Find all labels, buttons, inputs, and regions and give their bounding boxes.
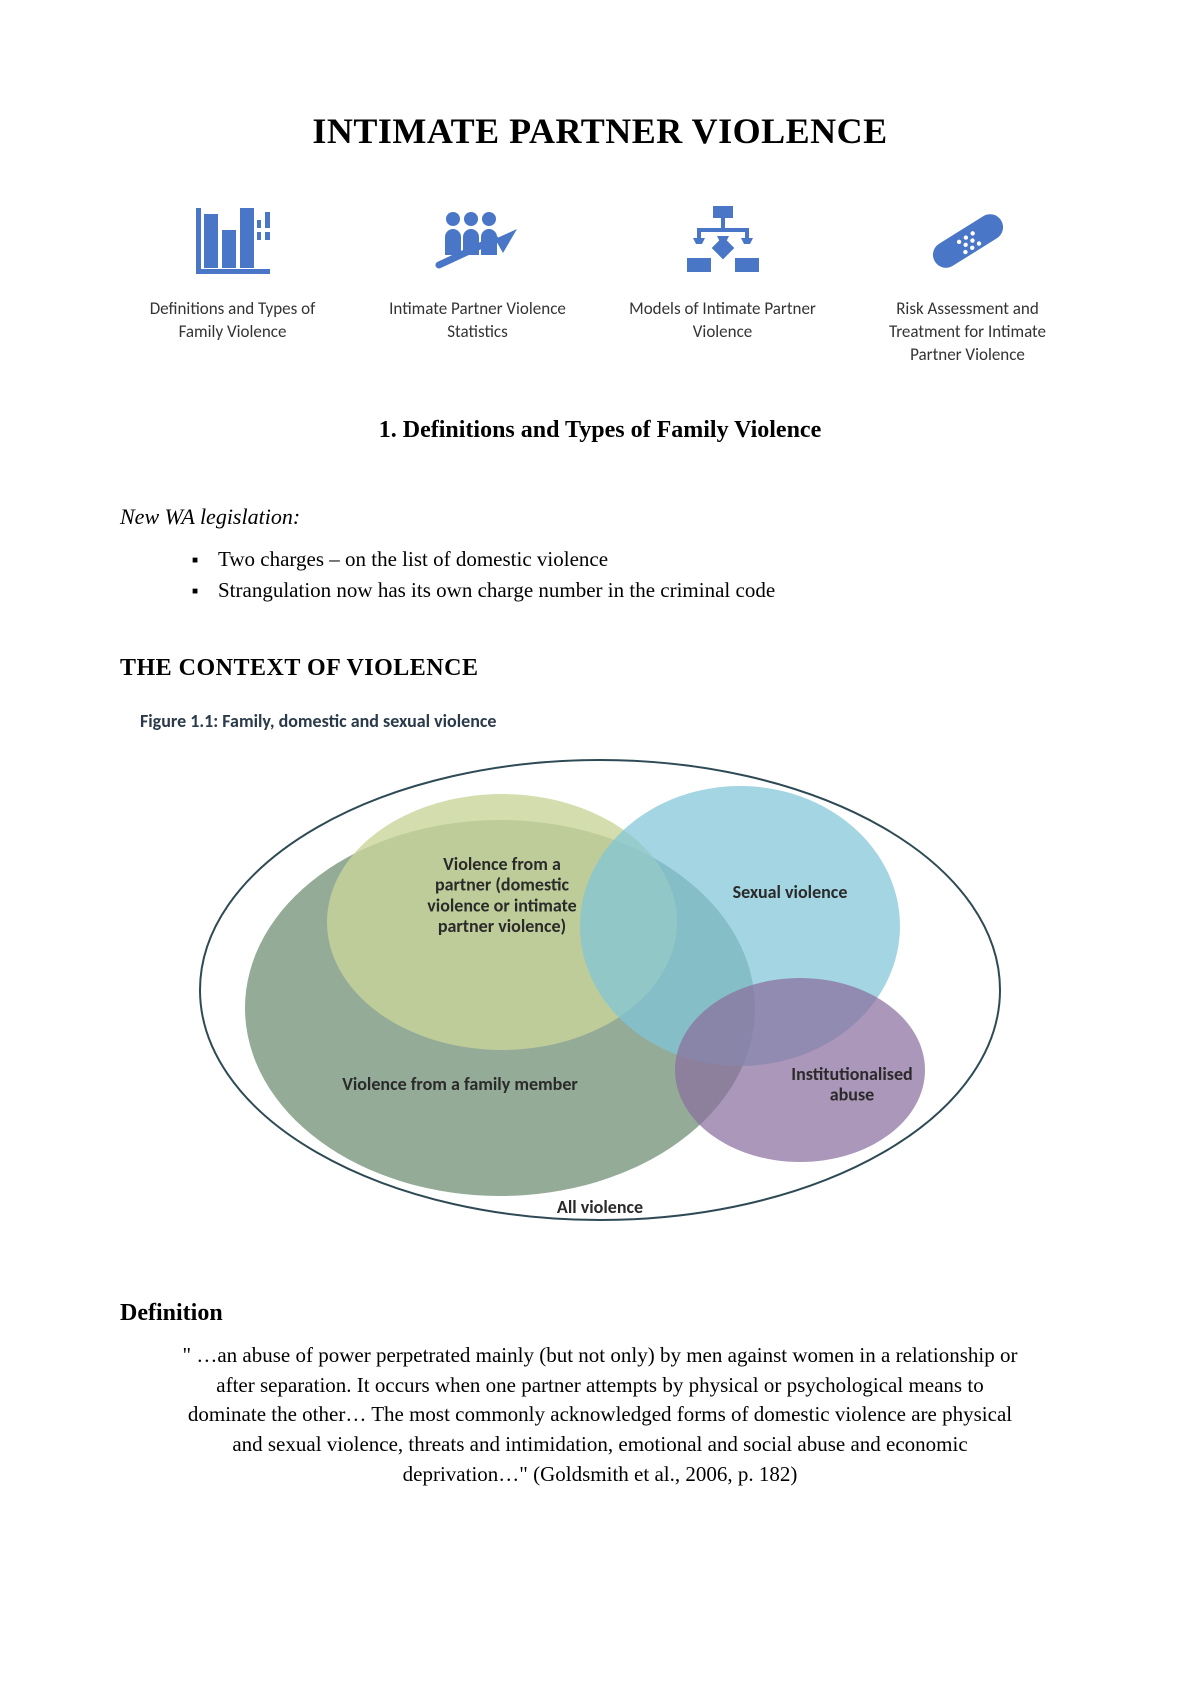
list-item: Two charges – on the list of domestic vi…: [192, 544, 1080, 576]
svg-text:Sexual violence: Sexual violence: [733, 881, 848, 903]
chart-columns-icon: [196, 202, 270, 280]
list-item: Strangulation now has its own charge num…: [192, 575, 1080, 607]
svg-text:All violence: All violence: [557, 1196, 643, 1218]
venn-diagram: Violence from apartner (domesticviolence…: [120, 740, 1080, 1260]
icon-caption: Definitions and Types of Family Violence: [133, 298, 333, 344]
figure-caption: Figure 1.1: Family, domestic and sexual …: [140, 710, 1080, 732]
legislation-subheading: New WA legislation:: [120, 504, 1080, 530]
definition-heading: Definition: [120, 1300, 1080, 1327]
icon-card-models: Models of Intimate Partner Violence: [610, 202, 835, 367]
context-heading: THE CONTEXT OF VIOLENCE: [120, 655, 1080, 682]
bandage-icon: [925, 202, 1011, 280]
people-trend-icon: [433, 202, 523, 280]
icon-card-definitions: Definitions and Types of Family Violence: [120, 202, 345, 367]
page-title: INTIMATE PARTNER VIOLENCE: [120, 110, 1080, 152]
icon-row: Definitions and Types of Family Violence…: [120, 202, 1080, 367]
icon-card-risk: Risk Assessment and Treatment for Intima…: [855, 202, 1080, 367]
definition-quote: " …an abuse of power perpetrated mainly …: [120, 1341, 1080, 1490]
section-title: 1. Definitions and Types of Family Viole…: [120, 417, 1080, 444]
legislation-bullet-list: Two charges – on the list of domestic vi…: [120, 544, 1080, 607]
svg-text:Violence from apartner (domest: Violence from apartner (domesticviolence…: [427, 853, 576, 937]
icon-caption: Models of Intimate Partner Violence: [623, 298, 823, 344]
icon-card-statistics: Intimate Partner Violence Statistics: [365, 202, 590, 367]
icon-caption: Intimate Partner Violence Statistics: [378, 298, 578, 344]
svg-text:Violence from a family member: Violence from a family member: [342, 1073, 578, 1095]
icon-caption: Risk Assessment and Treatment for Intima…: [868, 298, 1068, 367]
flowchart-icon: [685, 202, 761, 280]
